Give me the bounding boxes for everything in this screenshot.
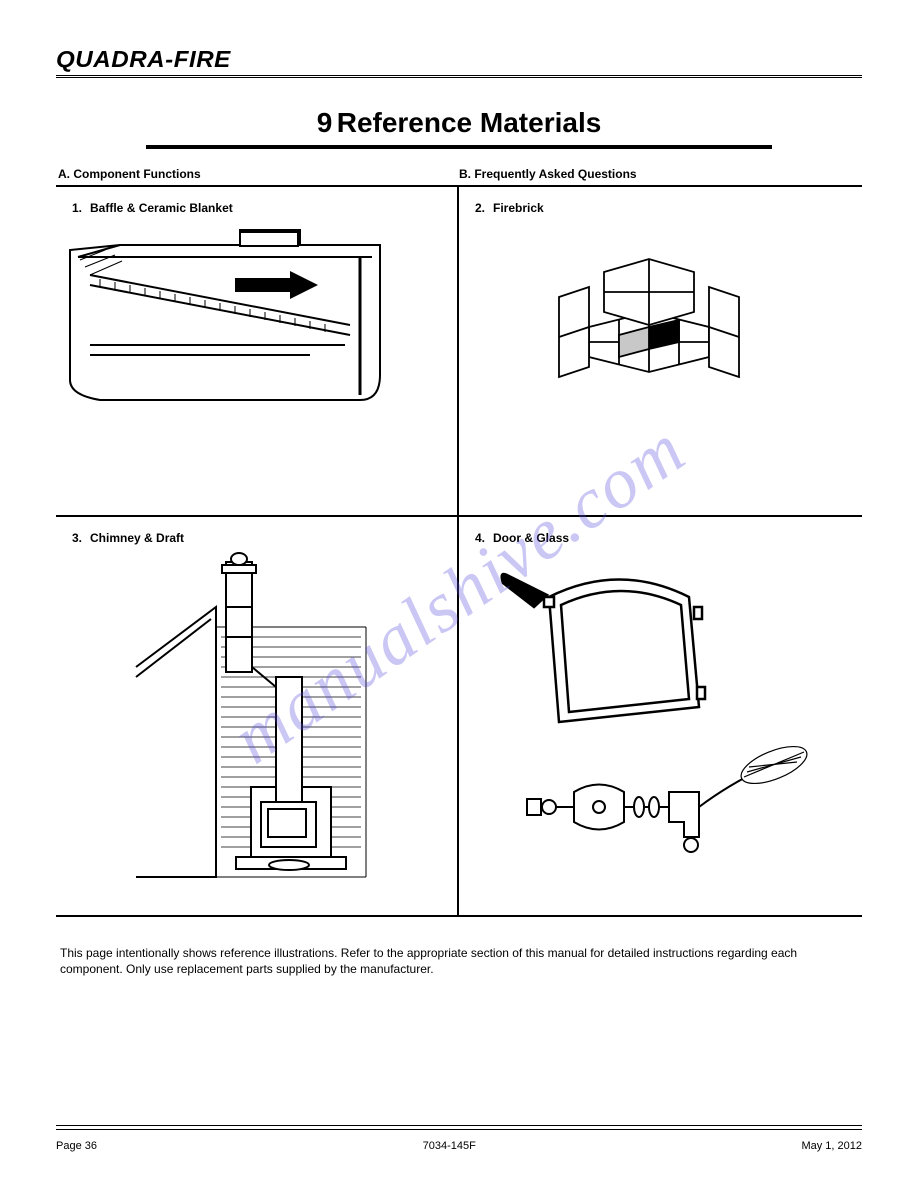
cell-b-num: 2.	[475, 201, 485, 215]
section-rule	[146, 145, 772, 149]
cell-c-label: 3. Chimney & Draft	[72, 531, 441, 545]
footer-right: May 1, 2012	[801, 1140, 862, 1152]
cell-b-desc: Firebrick	[493, 201, 544, 215]
chimney-illustration	[126, 547, 386, 887]
header-rule	[56, 75, 862, 79]
bottom-paragraph: This page intentionally shows reference …	[56, 945, 862, 977]
section-number: 9	[317, 107, 333, 138]
cell-d-desc: Door & Glass	[493, 531, 569, 545]
footer-rule-1	[56, 1125, 862, 1126]
section-title: Reference Materials	[337, 107, 602, 138]
cell-baffle: 1. Baffle & Ceramic Blanket	[56, 187, 459, 517]
footer-center: 7034-145F	[423, 1140, 476, 1152]
cell-door: 4. Door & Glass	[459, 517, 862, 917]
door-illustration	[489, 547, 719, 737]
baffle-illustration	[60, 205, 390, 415]
footer-rule-2	[56, 1129, 862, 1130]
cell-b-label: 2. Firebrick	[475, 201, 846, 215]
cell-firebrick: 2. Firebrick	[459, 187, 862, 517]
cell-c-desc: Chimney & Draft	[90, 531, 184, 545]
brand-logo: QUADRA-FIRE	[56, 46, 902, 73]
cell-c-num: 3.	[72, 531, 82, 545]
cell-chimney: 3. Chimney & Draft	[56, 517, 459, 917]
firebrick-illustration	[519, 217, 779, 417]
cell-d-label: 4. Door & Glass	[475, 531, 846, 545]
colhead-left: A. Component Functions	[58, 167, 459, 181]
cell-d-num: 4.	[475, 531, 485, 545]
footer-left: Page 36	[56, 1140, 97, 1152]
component-grid: 1. Baffle & Ceramic Blanket	[56, 187, 862, 917]
colhead-right: B. Frequently Asked Questions	[459, 167, 860, 181]
column-headers: A. Component Functions B. Frequently Ask…	[56, 167, 862, 181]
footer: Page 36 7034-145F May 1, 2012	[56, 1140, 862, 1152]
section-heading: 9 Reference Materials	[56, 107, 862, 139]
latch-illustration	[519, 737, 819, 877]
